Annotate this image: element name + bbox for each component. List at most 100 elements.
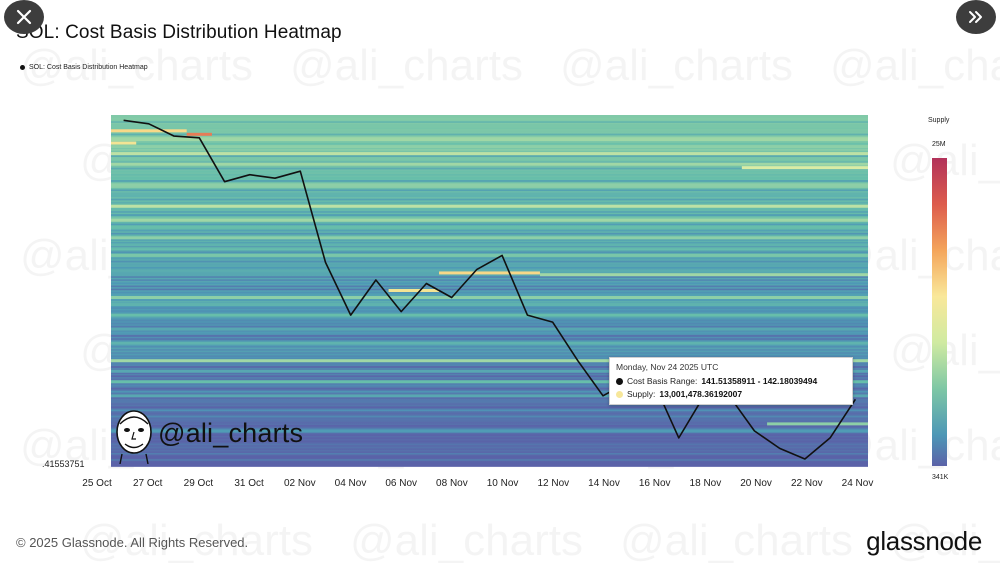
y-axis-min-label: .41553751 [42, 459, 85, 469]
heatmap-row [111, 400, 868, 402]
heatmap-row [111, 229, 868, 232]
x-tick-label: 04 Nov [334, 478, 367, 489]
heatmap-band [111, 141, 137, 145]
heatmap-row [111, 180, 868, 182]
x-tick-label: 14 Nov [588, 478, 620, 489]
x-tick-label: 31 Oct [234, 478, 264, 489]
heatmap-row [111, 270, 868, 272]
heatmap-row [111, 428, 868, 430]
heatmap-row [111, 353, 868, 356]
heatmap-band [111, 296, 868, 300]
heatmap-row [111, 211, 868, 213]
heatmap-row [111, 425, 868, 427]
heatmap-band [111, 225, 868, 229]
heatmap-band [111, 204, 868, 208]
heatmap-row [111, 350, 868, 353]
author-handle: @ali_charts [158, 418, 304, 448]
x-tick-label: 20 Nov [740, 478, 772, 489]
heatmap-row [111, 434, 868, 437]
heatmap-row [111, 338, 868, 340]
heatmap-band [388, 289, 440, 292]
colorbar-title: Supply [928, 117, 950, 124]
heatmap-row [111, 372, 868, 375]
tooltip: Monday, Nov 24 2025 UTC Cost Basis Range… [609, 357, 853, 405]
heatmap-row [111, 356, 868, 359]
heatmap-band [111, 157, 868, 161]
heatmap-band [111, 313, 868, 317]
heatmap-row [111, 375, 868, 378]
colorbar [932, 158, 947, 466]
copyright: © 2025 Glassnode. All Rights Reserved. [16, 535, 249, 550]
heatmap-band [111, 194, 868, 198]
tooltip-range-dot [616, 377, 623, 385]
heatmap-band [111, 253, 868, 257]
x-tick-label: 27 Oct [132, 478, 163, 489]
heatmap-row [111, 173, 868, 176]
heatmap-row [111, 332, 868, 334]
heatmap-row [111, 347, 868, 350]
heatmap-row [111, 322, 868, 325]
heatmap-row [111, 325, 868, 328]
heatmap-row [111, 294, 868, 297]
tooltip-supply-value: 13,001,478.36192007 [659, 389, 743, 399]
heatmap-row [111, 232, 868, 235]
heatmap-row [111, 397, 868, 399]
heatmap-row [111, 130, 868, 133]
heatmap-row [111, 133, 868, 136]
heatmap-band [767, 422, 868, 426]
heatmap-row [111, 239, 868, 241]
heatmap-row [111, 285, 868, 288]
heatmap-row [111, 291, 868, 294]
mascot-face-icon [116, 410, 152, 464]
heatmap-row [111, 462, 868, 464]
expand-button[interactable] [956, 0, 996, 34]
x-tick-label: 24 Nov [841, 478, 874, 489]
heatmap-row [111, 208, 868, 210]
brand-logo: glassnode [866, 526, 982, 556]
heatmap-band [111, 380, 868, 384]
heatmap-row [111, 276, 868, 278]
heatmap-row [111, 127, 868, 130]
heatmap-row [111, 366, 868, 368]
heatmap-band [111, 429, 868, 433]
heatmap-row [111, 186, 868, 189]
heatmap-band [741, 166, 868, 170]
heatmap-band [111, 327, 868, 331]
heatmap-row [111, 452, 868, 455]
heatmap-band [111, 183, 868, 187]
tooltip-supply-dot [616, 390, 623, 398]
tooltip-range-key: Cost Basis Range: [627, 376, 698, 386]
heatmap-row [111, 201, 868, 204]
heatmap-row [111, 161, 868, 164]
tooltip-supply-key: Supply: [627, 389, 656, 399]
heatmap-row [111, 170, 868, 173]
heatmap-band [186, 132, 212, 136]
colorbar-min-label: 341K [932, 474, 949, 481]
heatmap-row [111, 412, 868, 415]
double-chevron-right-icon [969, 11, 982, 23]
chart-title: SOL: Cost Basis Distribution Heatmap [16, 22, 342, 43]
heatmap-row [111, 415, 868, 418]
heatmap-row [111, 136, 868, 139]
heatmap-row [111, 142, 868, 145]
tooltip-range-value: 141.51358911 - 142.18039494 [701, 376, 818, 386]
tooltip-range-row: Cost Basis Range: 141.51358911 - 142.180… [616, 376, 846, 386]
legend-marker [20, 65, 25, 70]
legend[interactable]: SOL: Cost Basis Distribution Heatmap [20, 64, 148, 71]
x-tick-label: 16 Nov [638, 478, 671, 489]
heatmap-row [111, 118, 868, 120]
heatmap-row [111, 409, 868, 412]
heatmap-row [111, 217, 868, 220]
heatmap-band [539, 273, 868, 277]
heatmap-row [111, 406, 868, 409]
close-button[interactable] [4, 0, 44, 34]
tooltip-supply-row: Supply: 13,001,478.36192007 [616, 389, 846, 399]
heatmap-row [111, 421, 868, 424]
heatmap-row [111, 167, 868, 170]
x-tick-label: 29 Oct [183, 478, 214, 489]
heatmap-row [111, 149, 868, 151]
x-tick-label: 06 Nov [385, 478, 418, 489]
heatmap-row [111, 443, 868, 446]
heatmap-row [111, 449, 868, 452]
